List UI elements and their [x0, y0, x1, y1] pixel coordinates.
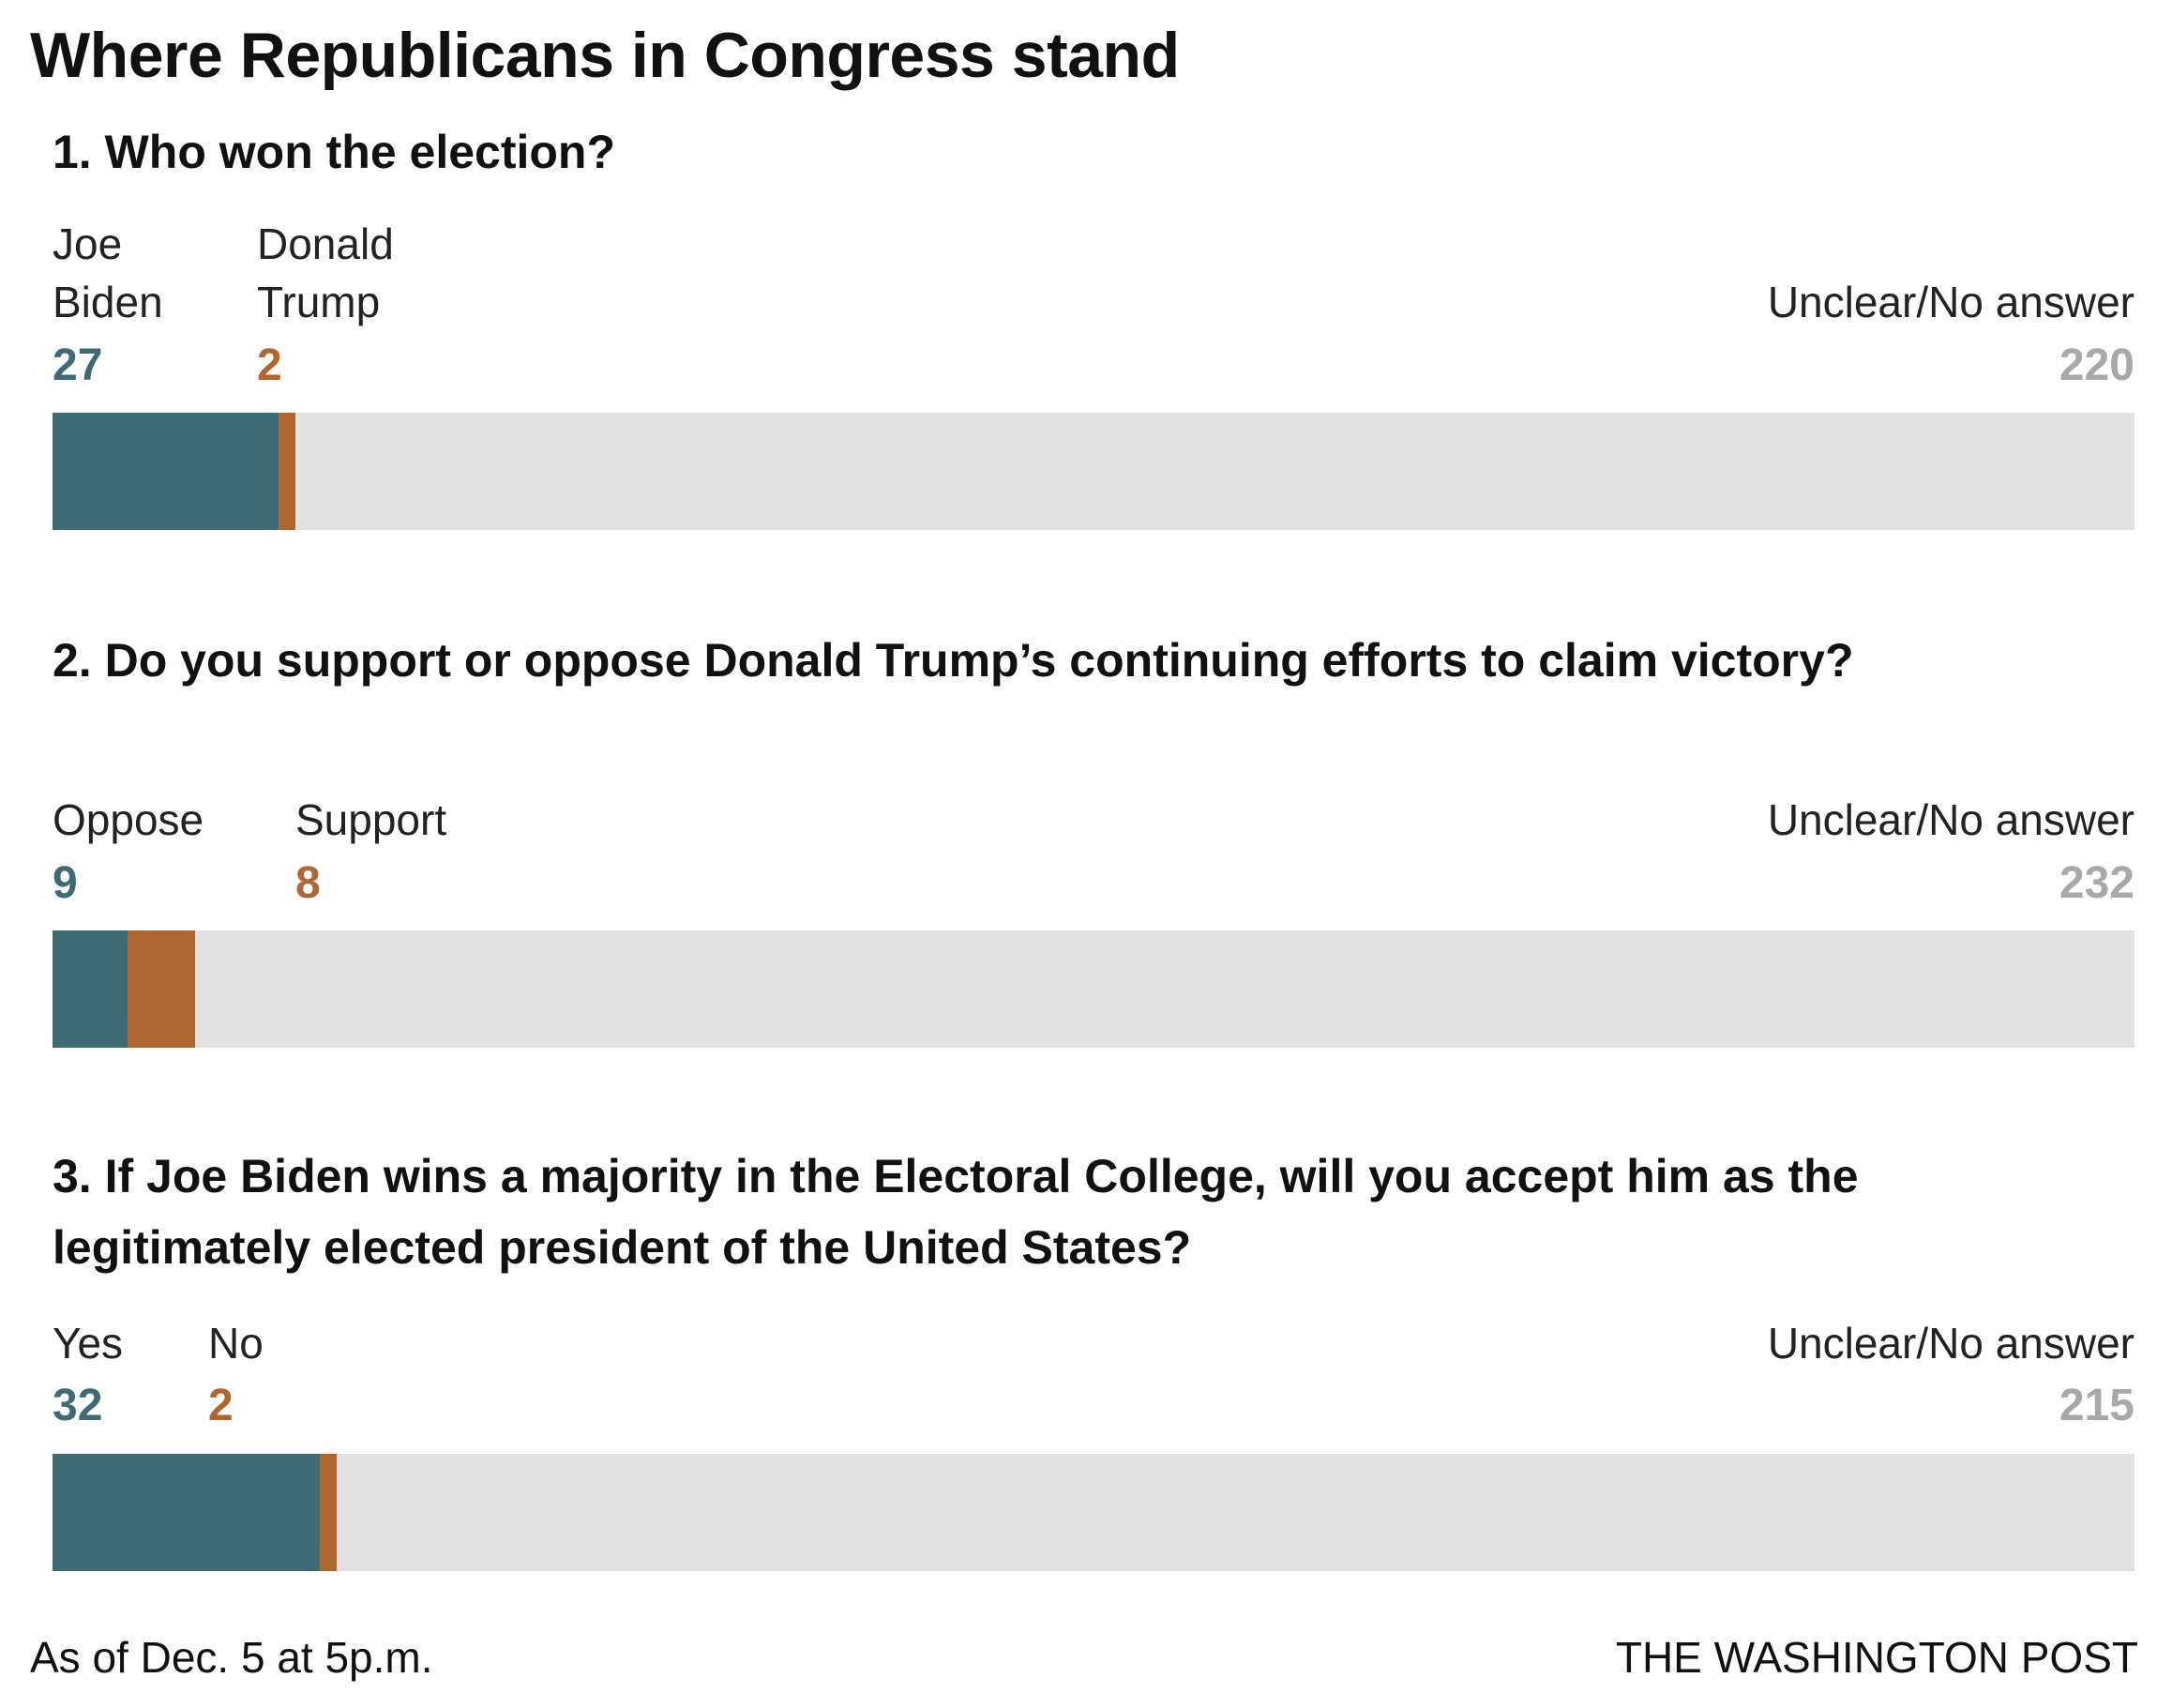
value-unclear-3: 215	[2059, 1381, 2134, 1430]
bar-segment-yes	[53, 1454, 321, 1571]
value-unclear-2: 232	[2059, 858, 2134, 908]
value-trump: 2	[257, 340, 282, 390]
label-line: Donald	[257, 219, 394, 268]
label-line: Joe	[53, 219, 123, 268]
question-2-title: 2. Do you support or oppose Donald Trump…	[53, 634, 1854, 687]
label-support: Support	[295, 795, 447, 844]
stacked-bar-1	[53, 413, 2134, 530]
stacked-bar-3	[53, 1454, 2134, 1571]
value-yes: 32	[53, 1381, 103, 1430]
label-yes: Yes	[53, 1319, 124, 1368]
question-line: legitimately elected president of the Un…	[53, 1221, 1192, 1274]
label-no: No	[208, 1319, 264, 1368]
label-biden: Joe Biden	[53, 215, 163, 331]
label-line: Biden	[53, 278, 163, 326]
question-1-title: 1. Who won the election?	[53, 126, 615, 178]
label-trump: Donald Trump	[257, 215, 394, 331]
label-unclear-1: Unclear/No answer	[1767, 278, 2134, 326]
chart-title: Where Republicans in Congress stand	[30, 20, 1180, 91]
label-unclear-2: Unclear/No answer	[1767, 795, 2134, 844]
label-line: Trump	[257, 278, 381, 326]
value-biden: 27	[53, 340, 103, 390]
source-credit: THE WASHINGTON POST	[1615, 1633, 2138, 1682]
footnote: As of Dec. 5 at 5p.m.	[30, 1633, 433, 1682]
question-3-title: 3. If Joe Biden wins a majority in the E…	[53, 1141, 1859, 1283]
value-no: 2	[208, 1381, 234, 1430]
question-line: 3. If Joe Biden wins a majority in the E…	[53, 1150, 1859, 1202]
value-support: 8	[295, 858, 321, 908]
bar-segment-support	[128, 930, 195, 1048]
stacked-bar-2	[53, 930, 2134, 1048]
bar-segment-no	[320, 1454, 338, 1571]
value-unclear-1: 220	[2059, 340, 2134, 390]
label-unclear-3: Unclear/No answer	[1767, 1319, 2134, 1368]
bar-segment-joe-biden	[53, 413, 279, 530]
value-oppose: 9	[53, 858, 78, 908]
bar-segment-oppose	[53, 930, 128, 1048]
bar-segment-donald-trump	[278, 413, 295, 530]
label-oppose: Oppose	[53, 795, 204, 844]
